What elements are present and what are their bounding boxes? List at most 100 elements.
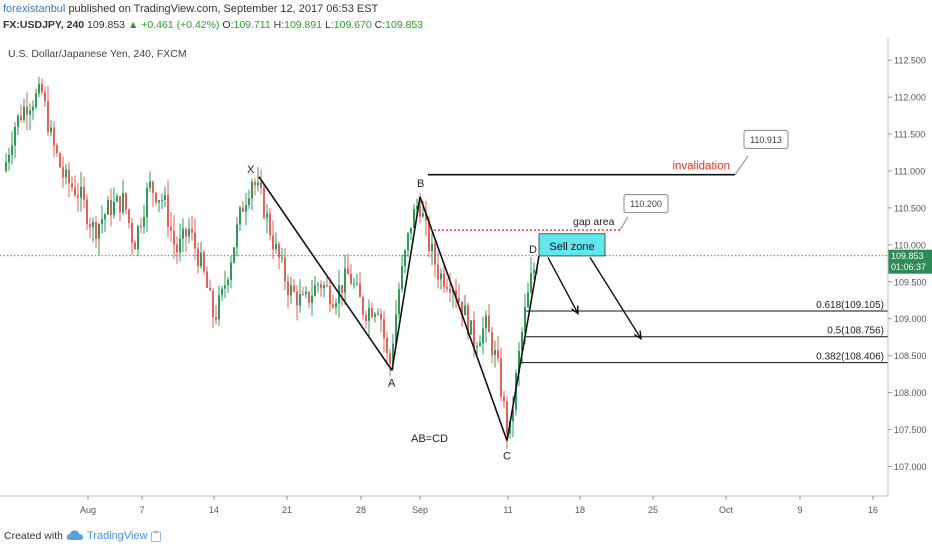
candle-body [53,127,55,146]
price-tick-label: 111.500 [894,130,925,140]
price-tick-label: 110.500 [894,203,926,213]
candle-body [476,346,478,348]
invalidation-callout-pointer [734,155,749,175]
pattern-point-label: B [417,178,424,190]
candle-body [254,182,256,186]
candle-body [197,248,199,267]
close-value: 109.853 [385,19,424,31]
candle-body [269,213,271,236]
candle-body [167,195,169,227]
candle-body [368,308,370,321]
candle-body [407,233,409,251]
candle-body [287,281,289,296]
candle-body [485,315,487,329]
candle-body [188,228,190,237]
candle-body [131,222,133,243]
candle-body [464,305,466,316]
price-tick-label: 112.000 [894,93,926,103]
candle-body [14,126,16,146]
candle-body [143,217,145,227]
candle-body [200,252,202,267]
price-tick-label: 108.000 [894,388,927,398]
candle-body [482,328,484,344]
open-value: 109.711 [233,19,271,31]
candle-body [41,84,43,93]
candle-body [278,243,280,258]
candle-body [422,213,424,217]
candle-body [140,226,142,228]
publish-line: forexistanbul published on TradingView.c… [3,3,378,15]
candle-body [440,273,442,280]
clipboard-icon[interactable] [150,530,162,542]
candle-body [20,115,22,120]
time-axis[interactable]: Aug 7 14 21 28 Sep 11 18 25 Oct 9 16 [0,495,888,515]
candle-body [59,153,61,168]
price-tick-label: 109.000 [894,314,927,324]
candle-body [44,92,46,102]
time-tick-label: 21 [282,505,292,515]
last-price: 109.853 [87,19,126,31]
candle-body [320,284,322,289]
candle-body [524,307,526,333]
candle-body [398,289,400,315]
candle-body [410,227,412,234]
candle-body [281,257,283,259]
candle-body [110,200,112,216]
candle-body [488,315,490,333]
candle-body [401,265,403,290]
author-link[interactable]: forexistanbul [3,3,66,15]
candle-countdown: 01:06:37 [891,262,926,272]
tradingview-brand[interactable]: TradingView [87,530,148,542]
candle-body [293,285,295,292]
candle-body [230,262,232,280]
price-chart[interactable]: U.S. Dollar/Japanese Yen, 240, FXCM 109.… [0,38,932,522]
candle-body [149,181,151,188]
candle-body [62,167,64,178]
candle-body [35,93,37,107]
candle-body [473,320,475,348]
low-value: 109.670 [333,19,372,31]
candle-body [218,295,220,320]
fib-level-label: 0.382(108.406) [816,352,884,363]
candle-body [161,199,163,201]
candle-body [449,288,451,293]
candle-body [146,187,148,218]
candle-body [359,283,361,298]
footer: Created with TradingView [0,522,932,550]
candle-body [431,244,433,252]
candle-body [248,198,250,205]
candle-body [530,273,532,293]
pattern-point-label: C [503,451,511,463]
candle-body [479,343,481,347]
candle-body [239,207,241,225]
price-tick-label: 108.500 [894,351,927,361]
candle-body [497,350,499,359]
time-tick-label: 28 [356,505,366,515]
candle-body [95,221,97,239]
created-with-text: Created with [4,530,63,542]
price-axis[interactable]: 107.000 107.500 108.000 108.500 109.000 109.5… [887,38,927,496]
pattern-point-label: A [388,377,396,389]
candle-body [92,221,94,227]
candle-body [491,332,493,355]
candle-body [521,332,523,351]
candle-body [68,169,70,184]
gap-callout-value: 110.200 [630,199,662,209]
candle-body [308,291,310,303]
time-tick-label: 9 [797,505,802,515]
pattern-leg [506,255,540,441]
price-tick-label: 109.500 [894,277,927,287]
candle-body [236,224,238,248]
candle-body [284,257,286,282]
candle-body [323,285,325,289]
candle-body [329,285,331,305]
candle-body [389,353,391,364]
symbol-label[interactable]: FX:USDJPY, 240 [3,19,85,31]
candle-body [386,338,388,354]
candle-body [527,292,529,308]
pattern-leg [258,176,393,371]
sell-zone-label: Sell zone [549,241,594,253]
candle-body [233,247,235,263]
projection-arrow-2 [589,257,642,340]
